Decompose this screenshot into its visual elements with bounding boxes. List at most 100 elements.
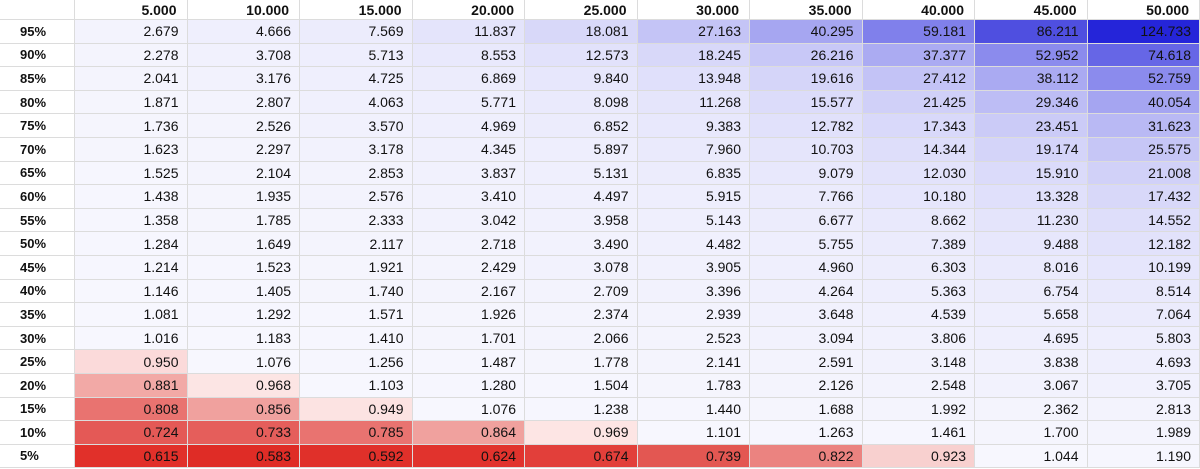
row-header[interactable]: 40% bbox=[0, 279, 75, 304]
table-cell[interactable]: 1.504 bbox=[525, 373, 638, 398]
table-cell[interactable]: 5.143 bbox=[637, 208, 750, 233]
table-cell[interactable]: 4.969 bbox=[412, 114, 525, 138]
table-cell[interactable]: 2.167 bbox=[412, 279, 525, 304]
table-cell[interactable]: 5.713 bbox=[300, 43, 413, 68]
table-cell[interactable]: 0.674 bbox=[525, 444, 638, 469]
table-cell[interactable]: 4.539 bbox=[862, 303, 975, 327]
table-cell[interactable]: 5.897 bbox=[525, 137, 638, 162]
table-cell[interactable]: 1.740 bbox=[300, 279, 413, 304]
table-cell[interactable]: 11.837 bbox=[412, 20, 525, 44]
table-cell[interactable]: 4.063 bbox=[300, 90, 413, 115]
column-header[interactable]: 45.000 bbox=[975, 0, 1088, 20]
table-cell[interactable]: 4.497 bbox=[525, 185, 638, 209]
table-cell[interactable]: 6.835 bbox=[637, 161, 750, 186]
table-cell[interactable]: 0.856 bbox=[187, 397, 300, 422]
table-cell[interactable]: 12.782 bbox=[750, 114, 863, 138]
table-cell[interactable]: 8.514 bbox=[1087, 279, 1200, 304]
table-cell[interactable]: 3.042 bbox=[412, 208, 525, 233]
column-header[interactable]: 15.000 bbox=[300, 0, 413, 20]
table-cell[interactable]: 21.008 bbox=[1087, 161, 1200, 186]
table-cell[interactable]: 2.813 bbox=[1087, 397, 1200, 422]
table-cell[interactable]: 4.345 bbox=[412, 137, 525, 162]
table-cell[interactable]: 1.190 bbox=[1087, 444, 1200, 469]
table-cell[interactable]: 3.806 bbox=[862, 326, 975, 351]
table-cell[interactable]: 9.079 bbox=[750, 161, 863, 186]
row-header[interactable]: 50% bbox=[0, 232, 75, 256]
table-cell[interactable]: 40.295 bbox=[750, 20, 863, 44]
table-cell[interactable]: 1.783 bbox=[637, 373, 750, 398]
table-cell[interactable]: 1.523 bbox=[187, 255, 300, 280]
table-cell[interactable]: 9.488 bbox=[975, 232, 1088, 256]
table-cell[interactable]: 1.440 bbox=[637, 397, 750, 422]
column-header[interactable]: 25.000 bbox=[525, 0, 638, 20]
table-cell[interactable]: 1.935 bbox=[187, 185, 300, 209]
table-cell[interactable]: 0.724 bbox=[75, 421, 188, 445]
table-cell[interactable]: 2.041 bbox=[75, 67, 188, 91]
table-cell[interactable]: 1.081 bbox=[75, 303, 188, 327]
row-header[interactable]: 45% bbox=[0, 255, 75, 280]
table-cell[interactable]: 6.754 bbox=[975, 279, 1088, 304]
table-cell[interactable]: 0.624 bbox=[412, 444, 525, 469]
table-cell[interactable]: 9.840 bbox=[525, 67, 638, 91]
table-cell[interactable]: 14.552 bbox=[1087, 208, 1200, 233]
row-header[interactable]: 65% bbox=[0, 161, 75, 186]
table-cell[interactable]: 10.703 bbox=[750, 137, 863, 162]
table-cell[interactable]: 1.358 bbox=[75, 208, 188, 233]
table-cell[interactable]: 1.103 bbox=[300, 373, 413, 398]
table-cell[interactable]: 13.328 bbox=[975, 185, 1088, 209]
table-cell[interactable]: 124.733 bbox=[1087, 20, 1200, 44]
table-cell[interactable]: 3.648 bbox=[750, 303, 863, 327]
table-cell[interactable]: 2.126 bbox=[750, 373, 863, 398]
table-cell[interactable]: 5.755 bbox=[750, 232, 863, 256]
table-cell[interactable]: 0.808 bbox=[75, 397, 188, 422]
table-cell[interactable]: 10.180 bbox=[862, 185, 975, 209]
table-cell[interactable]: 27.412 bbox=[862, 67, 975, 91]
table-cell[interactable]: 1.926 bbox=[412, 303, 525, 327]
table-cell[interactable]: 1.256 bbox=[300, 350, 413, 374]
table-cell[interactable]: 1.263 bbox=[750, 421, 863, 445]
table-cell[interactable]: 3.705 bbox=[1087, 373, 1200, 398]
table-cell[interactable]: 11.230 bbox=[975, 208, 1088, 233]
table-cell[interactable]: 6.852 bbox=[525, 114, 638, 138]
table-cell[interactable]: 1.688 bbox=[750, 397, 863, 422]
table-cell[interactable]: 1.146 bbox=[75, 279, 188, 304]
table-cell[interactable]: 1.700 bbox=[975, 421, 1088, 445]
table-cell[interactable]: 0.968 bbox=[187, 373, 300, 398]
table-cell[interactable]: 1.183 bbox=[187, 326, 300, 351]
table-cell[interactable]: 18.081 bbox=[525, 20, 638, 44]
table-cell[interactable]: 2.548 bbox=[862, 373, 975, 398]
table-cell[interactable]: 4.725 bbox=[300, 67, 413, 91]
table-cell[interactable]: 2.526 bbox=[187, 114, 300, 138]
table-cell[interactable]: 1.525 bbox=[75, 161, 188, 186]
column-header[interactable]: 35.000 bbox=[750, 0, 863, 20]
table-cell[interactable]: 1.410 bbox=[300, 326, 413, 351]
table-cell[interactable]: 5.363 bbox=[862, 279, 975, 304]
table-cell[interactable]: 2.718 bbox=[412, 232, 525, 256]
table-cell[interactable]: 5.915 bbox=[637, 185, 750, 209]
table-cell[interactable]: 1.992 bbox=[862, 397, 975, 422]
table-cell[interactable]: 1.785 bbox=[187, 208, 300, 233]
table-cell[interactable]: 10.199 bbox=[1087, 255, 1200, 280]
table-cell[interactable]: 1.438 bbox=[75, 185, 188, 209]
table-cell[interactable]: 3.067 bbox=[975, 373, 1088, 398]
table-cell[interactable]: 1.076 bbox=[412, 397, 525, 422]
table-cell[interactable]: 1.280 bbox=[412, 373, 525, 398]
table-cell[interactable]: 12.573 bbox=[525, 43, 638, 68]
table-cell[interactable]: 1.778 bbox=[525, 350, 638, 374]
row-header[interactable]: 85% bbox=[0, 67, 75, 91]
table-cell[interactable]: 1.292 bbox=[187, 303, 300, 327]
table-cell[interactable]: 1.649 bbox=[187, 232, 300, 256]
row-header[interactable]: 60% bbox=[0, 185, 75, 209]
table-cell[interactable]: 0.739 bbox=[637, 444, 750, 469]
table-cell[interactable]: 2.117 bbox=[300, 232, 413, 256]
table-cell[interactable]: 1.871 bbox=[75, 90, 188, 115]
table-cell[interactable]: 6.869 bbox=[412, 67, 525, 91]
table-cell[interactable]: 19.174 bbox=[975, 137, 1088, 162]
table-cell[interactable]: 7.960 bbox=[637, 137, 750, 162]
row-header[interactable]: 55% bbox=[0, 208, 75, 233]
table-cell[interactable]: 2.297 bbox=[187, 137, 300, 162]
table-cell[interactable]: 1.701 bbox=[412, 326, 525, 351]
table-cell[interactable]: 38.112 bbox=[975, 67, 1088, 91]
table-cell[interactable]: 1.461 bbox=[862, 421, 975, 445]
table-cell[interactable]: 2.853 bbox=[300, 161, 413, 186]
